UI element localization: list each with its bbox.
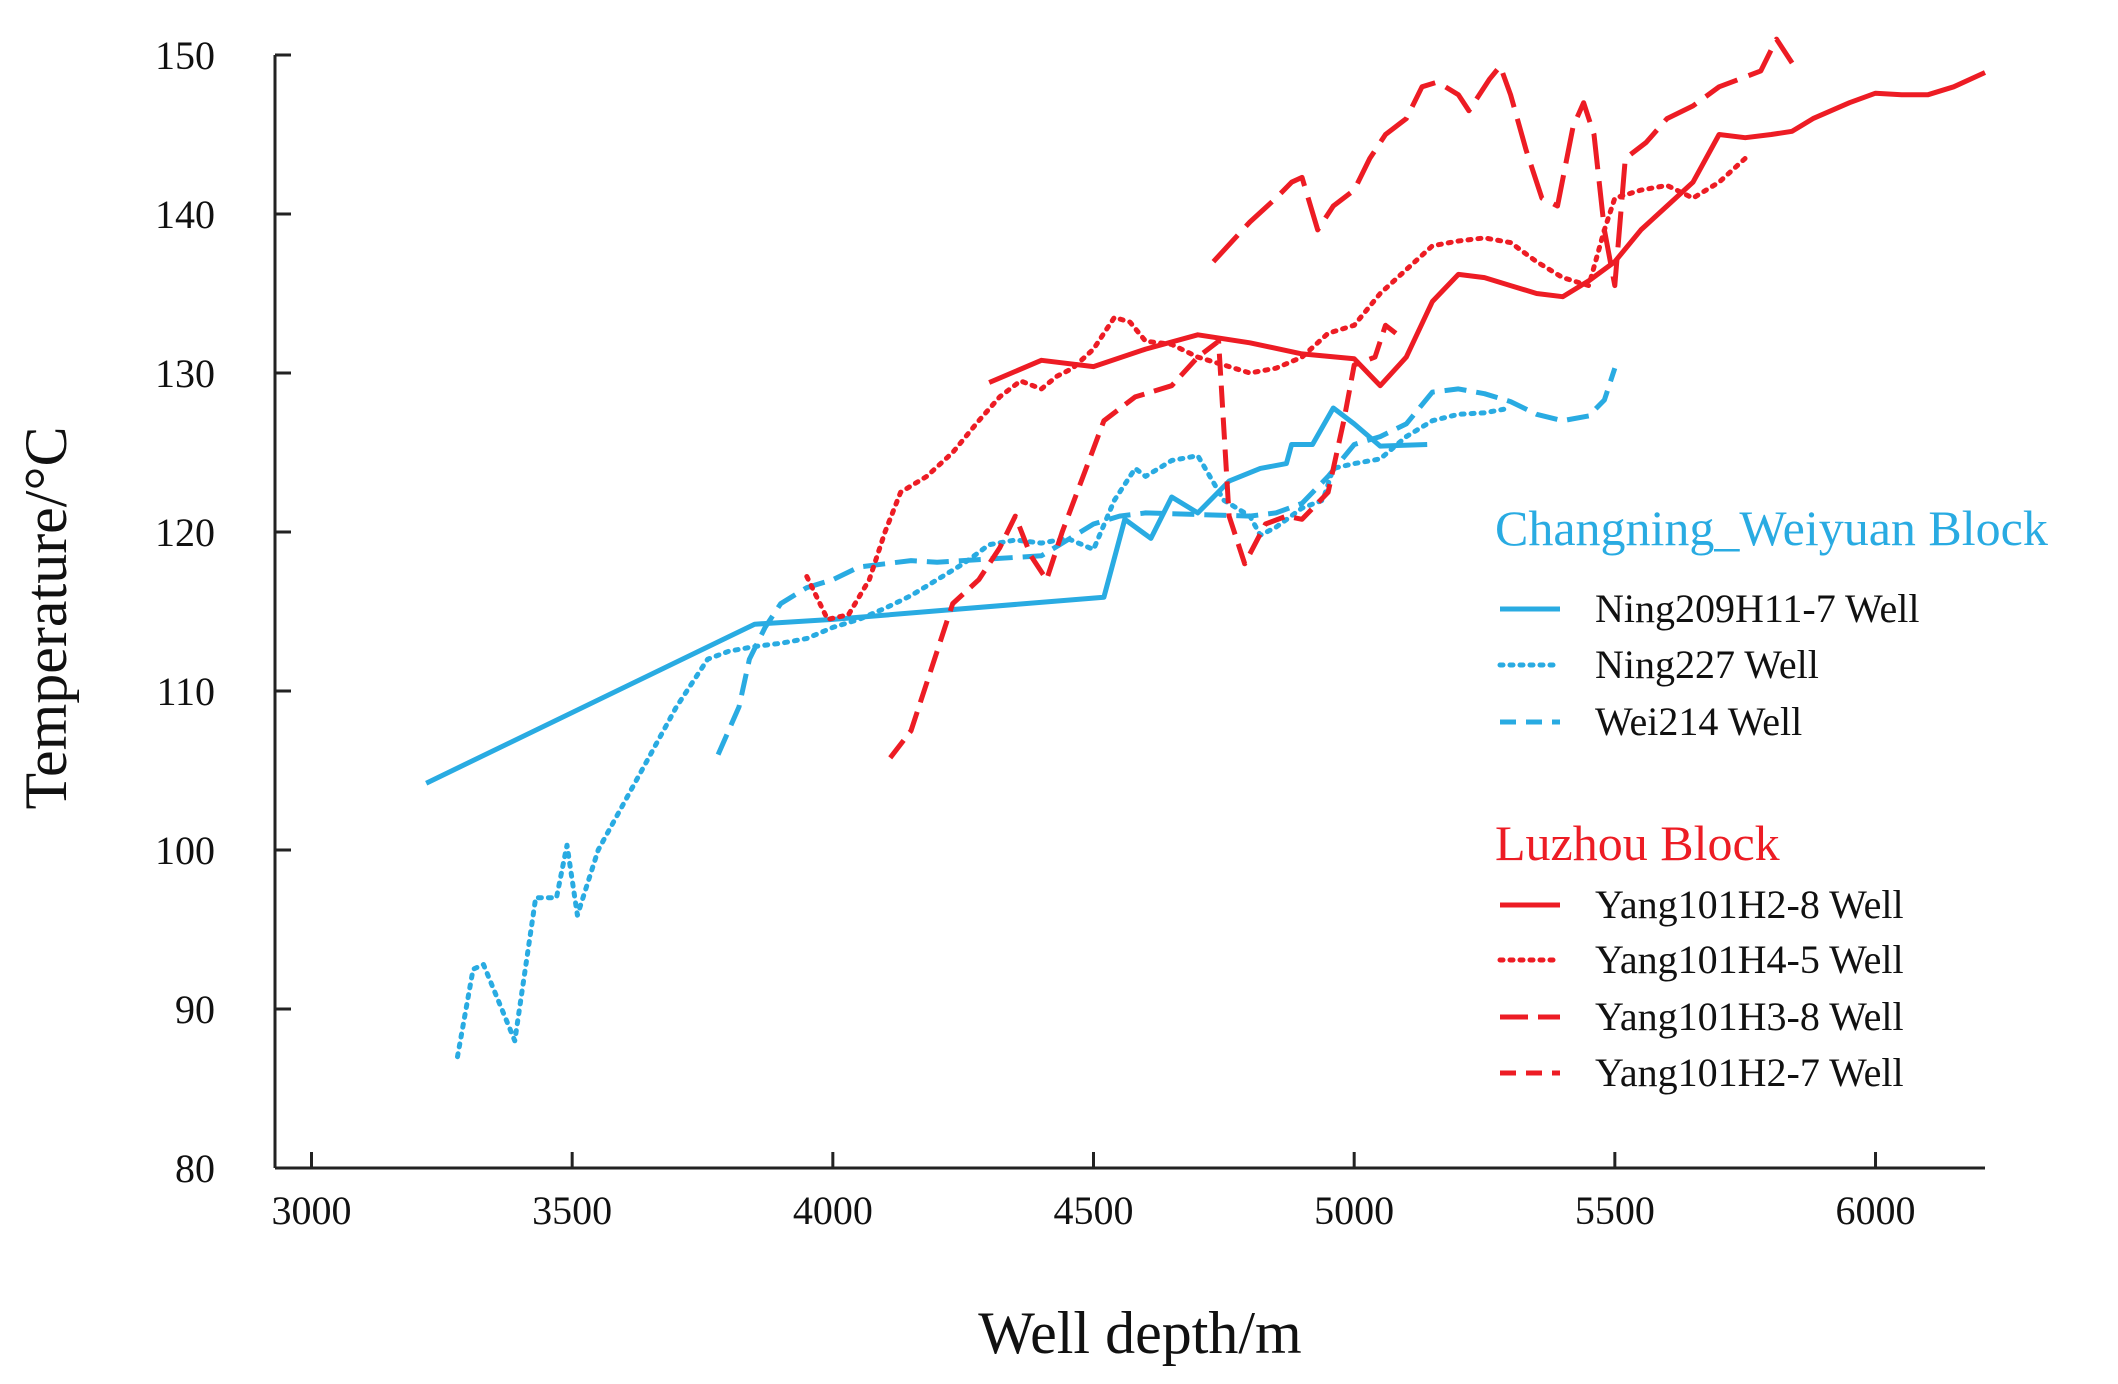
series-line-ning209h11-7-well — [425, 405, 1428, 786]
x-axis-title: Well depth/m — [978, 1300, 1301, 1366]
y-tick-label: 140 — [155, 192, 215, 237]
legend-group-title: Luzhou Block — [1495, 815, 1780, 871]
x-tick-label: 5000 — [1314, 1188, 1394, 1233]
series-line-yang101h3-8-well — [1211, 36, 1795, 289]
series-line-yang101h2-8-well — [988, 70, 1987, 389]
y-tick-label: 130 — [155, 351, 215, 396]
y-tick-label: 120 — [155, 510, 215, 555]
series-line-yang101h2-7-well — [888, 322, 1398, 760]
y-axis-title: Temperature/°C — [13, 427, 79, 810]
y-tick-label: 150 — [155, 33, 215, 78]
legend-label: Yang101H4-5 Well — [1595, 937, 1904, 982]
axes — [273, 55, 1985, 1170]
x-tick-label: 4500 — [1054, 1188, 1134, 1233]
legend-group-title: Changning_Weiyuan Block — [1495, 500, 2048, 556]
x-tick-label: 5500 — [1575, 1188, 1655, 1233]
y-tick-label: 110 — [156, 669, 215, 714]
legend-label: Yang101H3-8 Well — [1595, 994, 1904, 1039]
legend-label: Ning209H11-7 Well — [1595, 586, 1920, 631]
x-tick-label: 4000 — [793, 1188, 873, 1233]
y-tick-label: 80 — [175, 1146, 215, 1191]
series-line-yang101h4-5-well — [804, 155, 1748, 622]
legend-label: Ning227 Well — [1595, 642, 1819, 687]
legend-label: Yang101H2-7 Well — [1595, 1050, 1904, 1095]
x-tick-label: 6000 — [1836, 1188, 1916, 1233]
legend-label: Yang101H2-8 Well — [1595, 882, 1904, 927]
plot-lines — [425, 36, 1987, 1060]
series-line-ning227-well — [455, 405, 1514, 1060]
y-tick-label: 90 — [175, 987, 215, 1032]
ticks: 80 90 100 110 120 130 140 150 3000 3500 4000 4500 50… — [155, 33, 1916, 1233]
series-line-wei214-well — [715, 367, 1618, 756]
x-tick-label: 3000 — [271, 1188, 351, 1233]
legend-label: Wei214 Well — [1595, 699, 1802, 744]
legend: Changning_Weiyuan Block Ning209H11-7 Well… — [1495, 500, 2048, 1095]
x-tick-label: 3500 — [532, 1188, 612, 1233]
y-tick-label: 100 — [155, 828, 215, 873]
